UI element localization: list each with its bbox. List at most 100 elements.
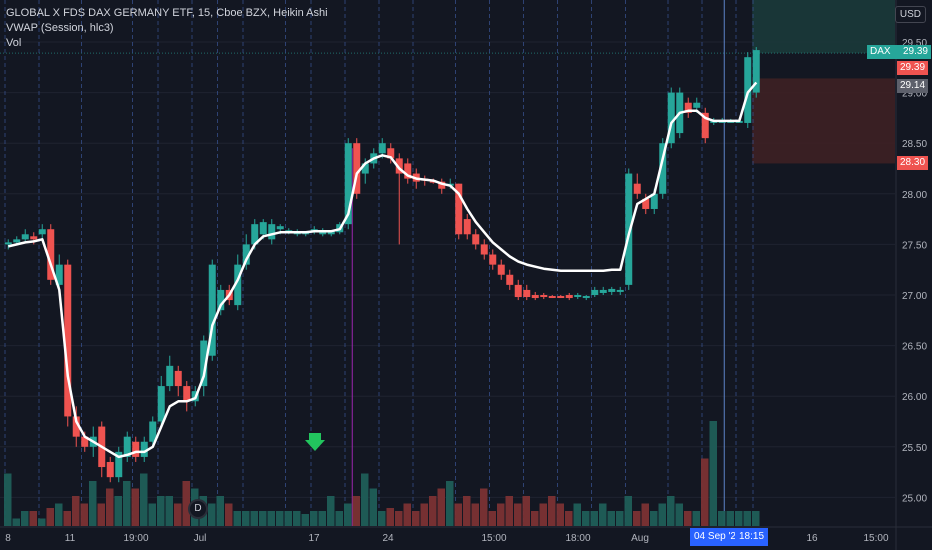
y-tick-label: 28.00 [902,190,927,201]
volume-bar [412,511,420,526]
volume-bar [556,503,564,526]
stop-loss-zone [752,78,895,164]
candle-body [642,198,650,209]
candle-body [259,222,267,235]
volume-bar [301,514,309,526]
y-tick-label: 26.50 [902,342,927,353]
volume-bar [607,511,615,526]
candle-body [625,173,633,285]
x-tick-label: 19:00 [123,533,148,544]
volume-bar [599,503,607,526]
volume-bar [80,503,88,526]
candle-body [4,242,12,245]
symbol-tag-label: DAX [870,46,891,57]
volume-bar [114,496,122,526]
volume-bar [267,511,275,526]
volume-bar [539,503,547,526]
volume-bar [726,511,734,526]
candle-body [565,295,573,299]
candle-body [13,239,21,243]
volume-bar [12,518,20,526]
candle-body [38,229,46,235]
candle-body [506,274,514,285]
y-tick-label: 25.50 [902,443,927,454]
volume-bar [38,518,46,526]
volume-bar [250,511,258,526]
candle-body [752,50,760,93]
volume-bar [140,473,148,526]
volume-bar [148,503,156,526]
volume-bar [429,496,437,526]
candle-body [208,264,216,356]
candle-body [480,244,488,255]
volume-bar [46,508,54,526]
candle-body [72,416,80,437]
volume-bar [242,511,250,526]
volume-bar [55,503,63,526]
volume-bar [701,458,709,526]
volume-bar [743,511,751,526]
symbol-tag-value: 29.39 [902,46,928,57]
candle-body [174,370,182,387]
candle-body [497,264,505,275]
volume-bar [293,511,301,526]
volume-bar [369,488,377,526]
vwap-line [8,81,758,459]
volume-bar [165,496,173,526]
volume-bar [106,488,114,526]
candle-body [21,234,29,240]
y-tick-label: 26.00 [902,392,927,403]
volume-bar [531,511,539,526]
volume-bar [675,503,683,526]
candle-body [701,112,709,139]
volume-bar [4,473,12,526]
x-tick-label: 15:00 [481,533,506,544]
volume-bar [454,503,462,526]
candle-body [115,451,123,478]
x-tick-label: Jul [194,533,207,544]
volume-bar [63,511,71,526]
candle-body [693,102,701,108]
candle-body [548,296,556,299]
candle-body [387,148,395,159]
candle-body [574,295,582,298]
currency-button[interactable]: USD [894,6,926,23]
candle-body [55,264,63,285]
candle-body [557,296,565,299]
candle-body [132,441,140,457]
volume-bar [582,511,590,526]
volume-bar [21,511,29,526]
volume-bar [403,503,411,526]
volume-bar [590,511,598,526]
volume-bar [548,496,556,526]
volume-bar [480,488,488,526]
volume-bar [437,488,445,526]
volume-bar [131,488,139,526]
candle-body [149,421,157,442]
candle-body [157,386,165,422]
volume-bar [497,503,505,526]
volume-bar [259,511,267,526]
vol-legend-item[interactable]: Vol [6,37,22,49]
volume-bar [650,511,658,526]
volume-bar [522,496,530,526]
candle-body [47,229,55,280]
volume-bar [752,511,760,526]
candle-body [64,264,72,417]
x-tick-label: 18:00 [565,533,590,544]
candle-body [81,436,89,447]
volume-bar [89,481,97,526]
volume-bar [514,503,522,526]
take-profit-zone [752,0,895,54]
crosshair-date-label: 04 Sep '20 [690,528,746,546]
dividend-event-marker[interactable]: D [188,499,208,519]
candle-body [514,284,522,298]
candle-body [463,219,471,235]
volume-bar [157,496,165,526]
volume-bar [361,473,369,526]
crosshair-time-label: 18:15 [735,528,769,546]
vwap-legend-item[interactable]: VWAP (Session, hlc3) [6,22,114,34]
volume-bar [488,511,496,526]
volume-bar [709,421,717,526]
